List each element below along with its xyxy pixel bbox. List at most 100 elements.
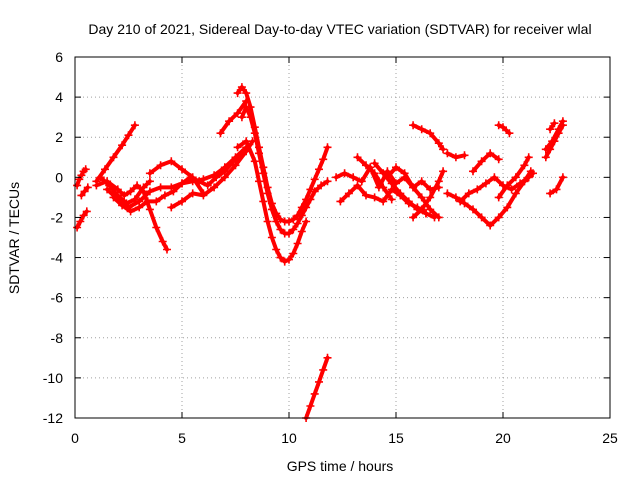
data-point bbox=[546, 189, 555, 198]
data-point bbox=[353, 153, 362, 162]
series-arc-t bbox=[383, 163, 443, 222]
data-point bbox=[203, 181, 212, 190]
data-point bbox=[156, 161, 165, 170]
grid-lines bbox=[75, 57, 610, 418]
y-tick-label: -10 bbox=[43, 370, 63, 386]
data-point bbox=[276, 253, 285, 262]
data-point bbox=[302, 217, 311, 226]
data-point bbox=[558, 173, 567, 182]
y-tick-label: -8 bbox=[51, 330, 64, 346]
data-point bbox=[285, 255, 293, 264]
data-point bbox=[387, 195, 396, 204]
data-point bbox=[76, 217, 85, 226]
data-point bbox=[267, 205, 276, 214]
data-point bbox=[387, 179, 396, 188]
data-point bbox=[319, 155, 328, 164]
data-point bbox=[552, 185, 561, 194]
series-arc-r bbox=[353, 153, 396, 204]
data-point bbox=[255, 149, 263, 158]
data-point bbox=[169, 187, 178, 196]
data-point bbox=[439, 167, 448, 176]
series-trace bbox=[218, 99, 249, 136]
data-point bbox=[188, 173, 197, 182]
data-point bbox=[362, 191, 370, 200]
data-point bbox=[263, 217, 272, 226]
series-arc-af bbox=[546, 119, 559, 134]
data-point bbox=[417, 205, 426, 214]
y-axis-label: SDTVAR / TECUs bbox=[6, 182, 22, 294]
data-point bbox=[167, 203, 176, 212]
data-point bbox=[490, 173, 499, 182]
series-arc-n bbox=[233, 137, 311, 266]
data-point bbox=[297, 211, 306, 220]
data-point bbox=[178, 197, 186, 206]
x-tick-label: 5 bbox=[178, 430, 186, 446]
data-point bbox=[216, 129, 225, 138]
data-point bbox=[503, 203, 512, 212]
data-point bbox=[285, 217, 293, 226]
data-point bbox=[83, 183, 92, 192]
data-point bbox=[511, 173, 520, 182]
axis-ticks bbox=[74, 56, 611, 419]
data-point bbox=[456, 197, 465, 206]
data-point bbox=[362, 161, 370, 170]
data-point bbox=[289, 249, 298, 258]
data-point bbox=[280, 257, 289, 266]
data-point bbox=[357, 177, 366, 186]
data-point bbox=[417, 125, 426, 134]
data-point bbox=[392, 163, 400, 172]
data-point bbox=[233, 109, 242, 118]
data-point bbox=[306, 402, 315, 410]
series-arc-ac bbox=[520, 169, 537, 186]
series-arc-m bbox=[237, 103, 332, 238]
data-point bbox=[400, 169, 409, 178]
series-arc-b bbox=[73, 207, 91, 232]
data-point bbox=[550, 119, 559, 128]
data-point bbox=[199, 191, 208, 200]
data-point bbox=[529, 169, 537, 178]
data-point bbox=[323, 353, 332, 362]
data-point bbox=[276, 215, 285, 224]
data-point bbox=[259, 197, 268, 206]
data-point bbox=[156, 183, 165, 192]
data-point bbox=[541, 153, 550, 162]
data-point bbox=[340, 169, 349, 178]
data-point bbox=[323, 177, 332, 186]
y-tick-label: -2 bbox=[51, 209, 64, 225]
data-point bbox=[158, 237, 167, 246]
data-point bbox=[126, 207, 135, 216]
x-tick-label: 25 bbox=[602, 430, 618, 446]
y-tick-label: 4 bbox=[55, 89, 63, 105]
data-point bbox=[242, 103, 251, 112]
data-point bbox=[145, 177, 154, 186]
data-point bbox=[167, 157, 176, 166]
data-point bbox=[145, 169, 154, 178]
data-point bbox=[379, 169, 388, 178]
data-point bbox=[520, 177, 529, 186]
data-point bbox=[469, 167, 477, 176]
data-point bbox=[486, 221, 495, 230]
series-arc-z bbox=[469, 149, 503, 176]
data-point bbox=[426, 193, 435, 202]
series-arc-s bbox=[370, 159, 439, 222]
data-point bbox=[306, 195, 315, 204]
data-point bbox=[317, 181, 326, 190]
data-point bbox=[434, 213, 443, 222]
data-point bbox=[237, 113, 246, 122]
data-point bbox=[379, 183, 388, 192]
data-point bbox=[231, 161, 240, 170]
data-point bbox=[516, 179, 525, 188]
data-point bbox=[272, 245, 281, 254]
series-trace bbox=[94, 123, 137, 184]
data-point bbox=[494, 121, 503, 130]
plot-frame bbox=[74, 56, 611, 419]
y-tick-label: 0 bbox=[55, 169, 63, 185]
series-arc-a bbox=[73, 165, 90, 190]
data-point bbox=[443, 149, 452, 158]
data-point bbox=[460, 199, 469, 208]
data-point bbox=[477, 213, 486, 222]
data-point bbox=[383, 173, 392, 182]
data-point bbox=[130, 121, 139, 130]
data-point bbox=[558, 117, 567, 126]
data-point bbox=[396, 189, 405, 198]
